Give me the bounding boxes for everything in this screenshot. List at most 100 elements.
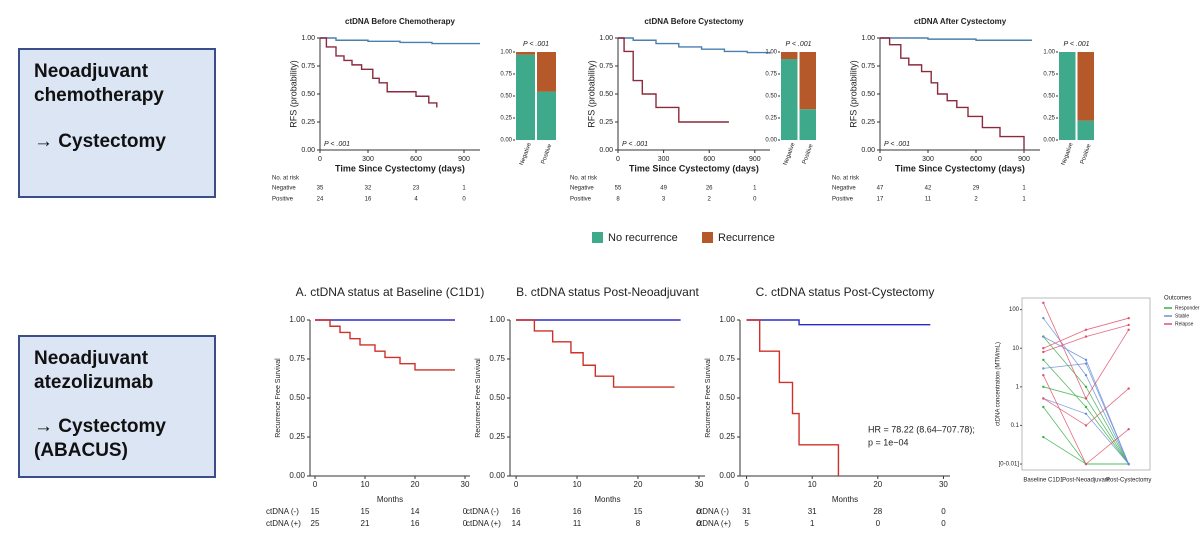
y-tick-label: 1.00 — [599, 35, 613, 42]
y-axis-label: RFS (probability) — [848, 60, 858, 128]
y-tick-label: 1.00 — [719, 315, 735, 324]
point — [1084, 424, 1088, 427]
x-axis-label: Months — [832, 495, 858, 504]
y-tick-label: 1 — [1016, 384, 1020, 390]
y-tick-label: 0.50 — [861, 91, 875, 98]
risk-value: 0 — [876, 519, 881, 528]
risk-value: 8 — [636, 519, 641, 528]
point — [1127, 427, 1130, 431]
y-tick-label: 0.75 — [1043, 72, 1055, 78]
risk-value: 1 — [1022, 186, 1026, 192]
x-tick-label: 300 — [362, 156, 374, 163]
y-tick-label: 0.50 — [289, 393, 305, 402]
box-line: Neoadjuvant — [34, 348, 149, 369]
legend-title: Outcomes — [1164, 296, 1191, 302]
patient-line — [1043, 406, 1129, 465]
x-tick-label: Positive — [541, 143, 554, 165]
risk-value: 28 — [873, 507, 882, 516]
x-tick-label: 30 — [461, 480, 470, 489]
risk-value: 16 — [365, 197, 372, 203]
x-tick-label: 0 — [616, 156, 620, 163]
x-tick-label: 900 — [458, 156, 470, 163]
y-tick-label: 1.00 — [500, 50, 512, 56]
y-tick-label: 0.75 — [719, 354, 735, 363]
point — [1042, 367, 1045, 370]
risk-value: 29 — [973, 186, 980, 192]
risk-row-label: Negative — [570, 186, 594, 192]
point — [1084, 335, 1088, 338]
y-tick-label: 0.25 — [301, 119, 315, 126]
risk-value: 55 — [615, 186, 622, 192]
x-tick-label: Positive — [802, 143, 815, 165]
legend-swatch — [702, 232, 713, 243]
point — [1084, 385, 1088, 389]
x-tick-label: Negative — [783, 141, 797, 166]
point — [1042, 397, 1045, 400]
y-tick-label: 0.50 — [719, 393, 735, 402]
y-axis-label: Recurrence Free Survival — [705, 358, 712, 438]
risk-value: 49 — [660, 186, 667, 192]
y-tick-label: 0.25 — [719, 432, 735, 441]
legend-label: Recurrence — [718, 232, 775, 244]
x-tick-label: 0 — [318, 156, 322, 163]
y-tick-label: 0.75 — [861, 63, 875, 70]
y-tick-label: 0.75 — [500, 72, 512, 78]
point — [1042, 435, 1045, 439]
y-tick-label: 0.00 — [289, 471, 305, 480]
point — [1042, 301, 1045, 305]
risk-value: 15 — [634, 507, 643, 516]
patient-line — [1043, 398, 1129, 465]
survival-curve — [320, 37, 480, 45]
annotation: P < .001 — [324, 141, 350, 148]
risk-value: 2 — [708, 197, 712, 203]
annotation: p = 1e−04 — [868, 437, 909, 447]
risk-value: 16 — [573, 507, 582, 516]
y-tick-label: 0.00 — [599, 147, 613, 154]
y-tick-label: 1.00 — [301, 35, 315, 42]
bar-segment — [799, 109, 816, 140]
risk-value: 1 — [810, 519, 815, 528]
bar-segment — [1059, 52, 1076, 140]
bar-segment — [1077, 120, 1094, 140]
point — [1042, 347, 1045, 350]
risk-value: 8 — [616, 197, 620, 203]
risk-row-label: Positive — [570, 197, 592, 203]
y-tick-label: 0.25 — [861, 119, 875, 126]
y-axis-label: Recurrence Free Survival — [475, 358, 482, 438]
risk-value: 0 — [941, 519, 946, 528]
point — [1042, 374, 1045, 377]
box-line: atezolizumab — [34, 372, 154, 393]
x-tick-label: Positive — [1080, 143, 1093, 165]
x-tick-label: 600 — [703, 156, 715, 163]
y-tick-label: 0.75 — [765, 72, 777, 78]
risk-row-label: Negative — [832, 186, 856, 192]
point — [1042, 335, 1045, 338]
label-box: Neoadjuvant chemotherapy → Cystectomy — [18, 48, 216, 198]
risk-value: 15 — [311, 507, 320, 516]
risk-value: 0 — [697, 507, 702, 516]
y-axis-label: RFS (probability) — [586, 60, 596, 128]
y-tick-label: 0.00 — [719, 471, 735, 480]
point — [1084, 405, 1088, 409]
label-box: Neoadjuvant atezolizumab → Cystectomy (A… — [18, 335, 216, 478]
point — [1042, 385, 1045, 389]
x-tick-label: Negative — [519, 141, 533, 166]
point — [1042, 358, 1045, 362]
risk-value: 15 — [361, 507, 370, 516]
y-tick-label: [0-0.01] — [999, 462, 1020, 468]
y-tick-label: 0.00 — [301, 147, 315, 154]
chart-title: C. ctDNA status Post-Cystectomy — [756, 285, 935, 299]
risk-value: 11 — [573, 519, 582, 528]
chart-title: P < .001 — [1063, 41, 1089, 48]
bar-segment — [799, 52, 816, 110]
risk-value: 47 — [877, 186, 884, 192]
bar-segment — [516, 54, 535, 140]
survival-curve — [618, 37, 729, 123]
chart-title: B. ctDNA status Post-Neoadjuvant — [516, 285, 699, 299]
risk-value: 35 — [317, 186, 324, 192]
point — [1084, 412, 1088, 416]
risk-row-label: ctDNA (-) — [466, 507, 499, 516]
risk-value: 0 — [463, 507, 468, 516]
point — [1127, 323, 1130, 327]
risk-value: 23 — [413, 186, 420, 192]
